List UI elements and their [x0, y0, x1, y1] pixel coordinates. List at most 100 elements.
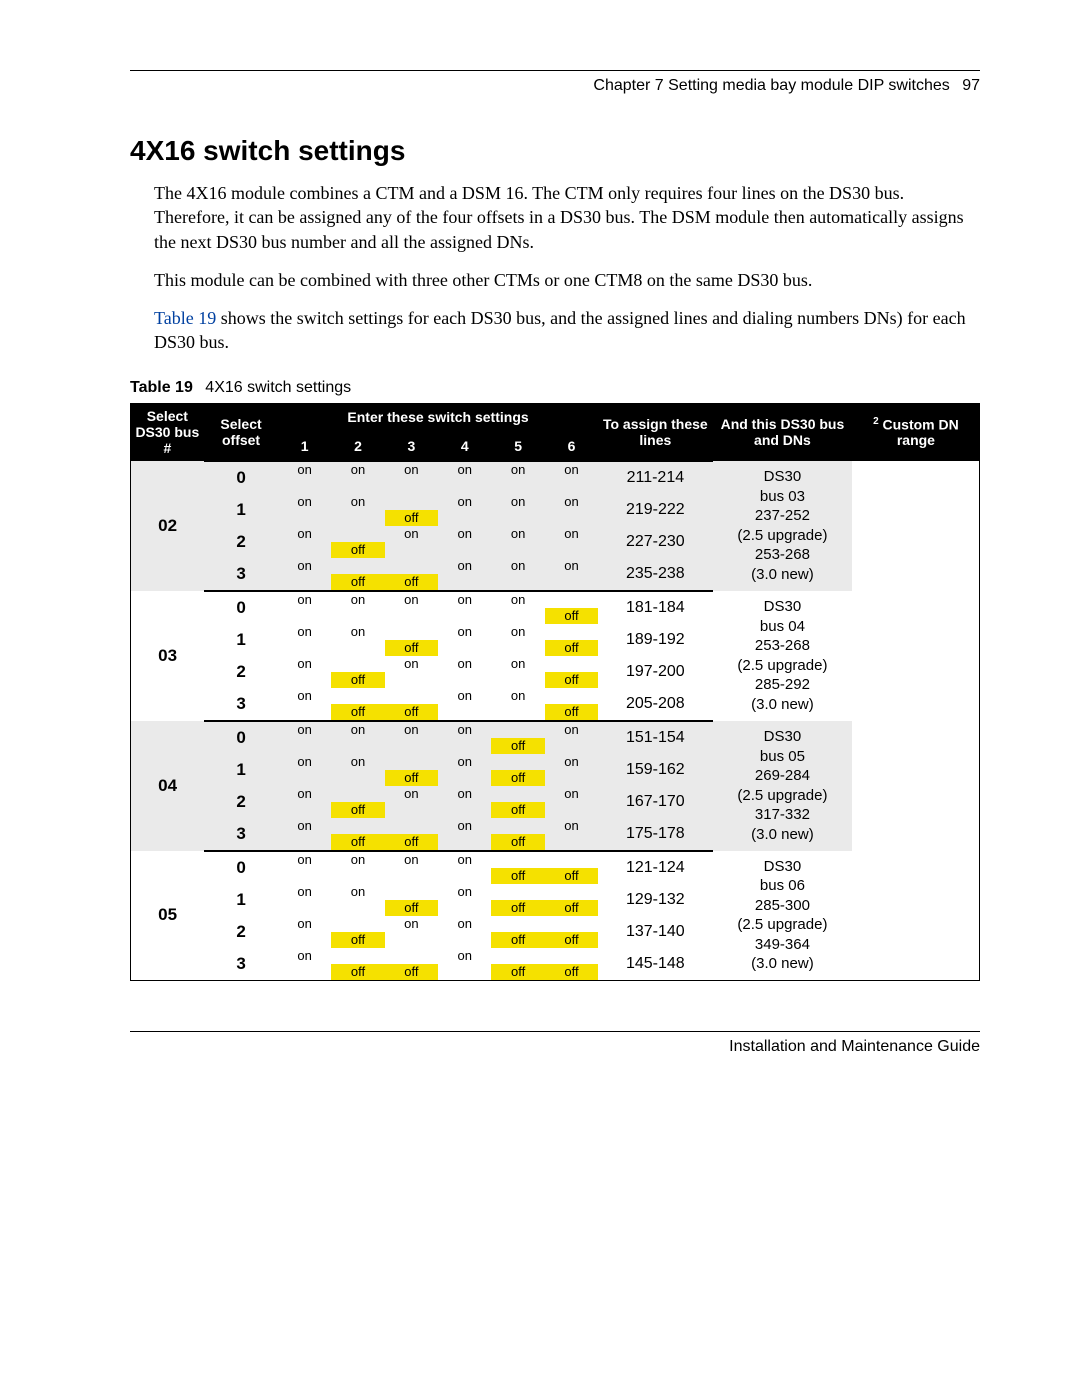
switch-cell: on.	[278, 461, 331, 494]
table-row: 020on.on.on.on.on.on.211-214DS30bus 0323…	[131, 461, 980, 494]
table-caption: Table 19 4X16 switch settings	[130, 379, 980, 397]
switch-cell: on.	[385, 461, 438, 494]
switch-cell: on.	[385, 591, 438, 624]
switch-cell: .off	[545, 948, 598, 981]
offset-cell: 3	[204, 558, 278, 591]
lines-cell: 205-208	[598, 688, 712, 721]
switch-cell: on.	[331, 721, 384, 754]
bus-cell: 04	[131, 721, 205, 851]
para-3: Table 19 shows the switch settings for e…	[154, 306, 980, 355]
switch-cell: on.	[278, 494, 331, 526]
switch-cell: on.	[331, 754, 384, 786]
page-title: 4X16 switch settings	[130, 135, 980, 167]
switch-cell: .off	[331, 786, 384, 818]
switch-cell: .off	[385, 624, 438, 656]
switch-cell: on.	[438, 754, 491, 786]
lines-cell: 175-178	[598, 818, 712, 851]
offset-cell: 0	[204, 461, 278, 494]
switch-cell: on.	[278, 558, 331, 591]
switch-cell: on.	[438, 786, 491, 818]
lines-cell: 137-140	[598, 916, 712, 948]
table-ref-link[interactable]: Table 19	[154, 308, 216, 328]
lines-cell: 181-184	[598, 591, 712, 624]
switch-cell: on.	[491, 494, 544, 526]
switch-cell: .off	[331, 818, 384, 851]
switch-cell: .off	[331, 558, 384, 591]
switch-cell: on.	[545, 786, 598, 818]
table-caption-bold: Table 19	[130, 379, 193, 396]
switch-cell: on.	[385, 851, 438, 884]
switch-cell: on.	[278, 851, 331, 884]
page-header: Chapter 7 Setting media bay module DIP s…	[130, 77, 980, 95]
th-sw-2: 2	[331, 432, 384, 461]
switch-cell: on.	[491, 656, 544, 688]
switch-cell: .off	[491, 786, 544, 818]
page-footer: Installation and Maintenance Guide	[130, 1031, 980, 1056]
dip-switch-table: Select DS30 bus # Select offset Enter th…	[130, 403, 980, 981]
switch-cell: .off	[331, 916, 384, 948]
switch-cell: on.	[491, 688, 544, 721]
switch-cell: on.	[385, 786, 438, 818]
switch-cell: on.	[278, 688, 331, 721]
th-sw-4: 4	[438, 432, 491, 461]
offset-cell: 0	[204, 851, 278, 884]
switch-cell: .off	[385, 494, 438, 526]
switch-cell: on.	[438, 818, 491, 851]
lines-cell: 145-148	[598, 948, 712, 981]
switch-cell: .off	[545, 656, 598, 688]
switch-cell: on.	[438, 624, 491, 656]
lines-cell: 235-238	[598, 558, 712, 591]
lines-cell: 227-230	[598, 526, 712, 558]
switch-cell: on.	[438, 884, 491, 916]
bus-cell: 02	[131, 461, 205, 591]
switch-cell: on.	[385, 721, 438, 754]
switch-cell: .off	[545, 624, 598, 656]
switch-cell: on.	[438, 851, 491, 884]
switch-cell: on.	[278, 948, 331, 981]
switch-cell: on.	[545, 494, 598, 526]
bus-cell: 03	[131, 591, 205, 721]
switch-cell: .off	[331, 656, 384, 688]
switch-cell: .off	[385, 688, 438, 721]
th-bus: Select DS30 bus #	[131, 403, 205, 460]
th-ds30: And this DS30 bus and DNs	[713, 403, 853, 460]
switch-cell: on.	[331, 851, 384, 884]
switch-cell: on.	[438, 721, 491, 754]
offset-cell: 1	[204, 624, 278, 656]
switch-cell: .off	[331, 688, 384, 721]
switch-cell: .off	[491, 721, 544, 754]
lines-cell: 121-124	[598, 851, 712, 884]
ds30-cell: DS30bus 06285-300(2.5 upgrade)349-364(3.…	[713, 851, 853, 981]
switch-cell: on.	[545, 526, 598, 558]
switch-cell: on.	[545, 754, 598, 786]
switch-cell: .off	[491, 916, 544, 948]
lines-cell: 167-170	[598, 786, 712, 818]
switch-cell: on.	[438, 656, 491, 688]
offset-cell: 3	[204, 948, 278, 981]
lines-cell: 129-132	[598, 884, 712, 916]
footer-text: Installation and Maintenance Guide	[729, 1038, 980, 1055]
switch-cell: .off	[491, 884, 544, 916]
page-number: 97	[962, 77, 980, 94]
switch-cell: on.	[438, 494, 491, 526]
switch-cell: on.	[491, 461, 544, 494]
switch-cell: on.	[331, 884, 384, 916]
switch-cell: on.	[278, 591, 331, 624]
switch-cell: .off	[385, 754, 438, 786]
offset-cell: 1	[204, 884, 278, 916]
switch-cell: on.	[438, 688, 491, 721]
switch-cell: on.	[438, 591, 491, 624]
switch-cell: on.	[438, 916, 491, 948]
offset-cell: 3	[204, 688, 278, 721]
table-caption-rest: 4X16 switch settings	[205, 379, 351, 396]
ds30-cell: DS30bus 03237-252(2.5 upgrade)253-268(3.…	[713, 461, 853, 591]
switch-cell: on.	[385, 916, 438, 948]
lines-cell: 211-214	[598, 461, 712, 494]
table-row: 040on.on.on.on..offon.151-154DS30bus 052…	[131, 721, 980, 754]
th-sw-1: 1	[278, 432, 331, 461]
switch-cell: on.	[278, 916, 331, 948]
switch-cell: on.	[278, 786, 331, 818]
switch-cell: .off	[385, 948, 438, 981]
lines-cell: 159-162	[598, 754, 712, 786]
switch-cell: .off	[491, 948, 544, 981]
